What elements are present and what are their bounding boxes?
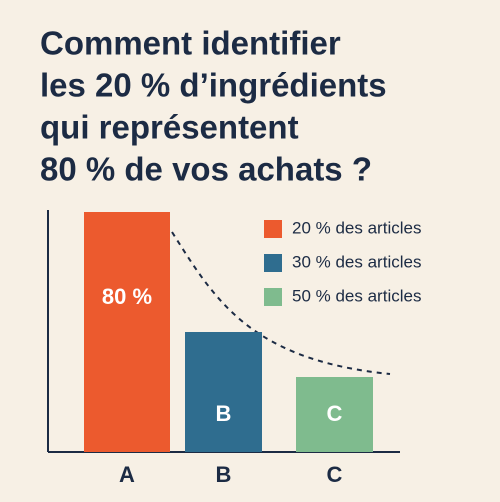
legend-label: 50 % des articles — [292, 286, 421, 305]
x-tick-label: A — [119, 462, 135, 487]
x-tick-label: B — [216, 462, 232, 487]
bar — [296, 377, 373, 452]
legend-swatch — [264, 220, 282, 238]
legend-label: 20 % des articles — [292, 218, 421, 237]
bar-letter: B — [216, 401, 232, 426]
legend-swatch — [264, 254, 282, 272]
pareto-curve — [171, 231, 391, 375]
title-line: Comment identifier — [40, 25, 341, 62]
title-line: 80 % de vos achats ? — [40, 151, 372, 188]
legend-label: 30 % des articles — [292, 252, 421, 271]
bar — [185, 332, 262, 452]
x-tick-label: C — [327, 462, 343, 487]
value-label: 80 % — [102, 284, 152, 309]
bar — [84, 212, 170, 452]
title-line: qui représentent — [40, 109, 299, 146]
legend-swatch — [264, 288, 282, 306]
title-line: les 20 % d’ingrédients — [40, 67, 387, 104]
bar-letter: C — [327, 401, 343, 426]
